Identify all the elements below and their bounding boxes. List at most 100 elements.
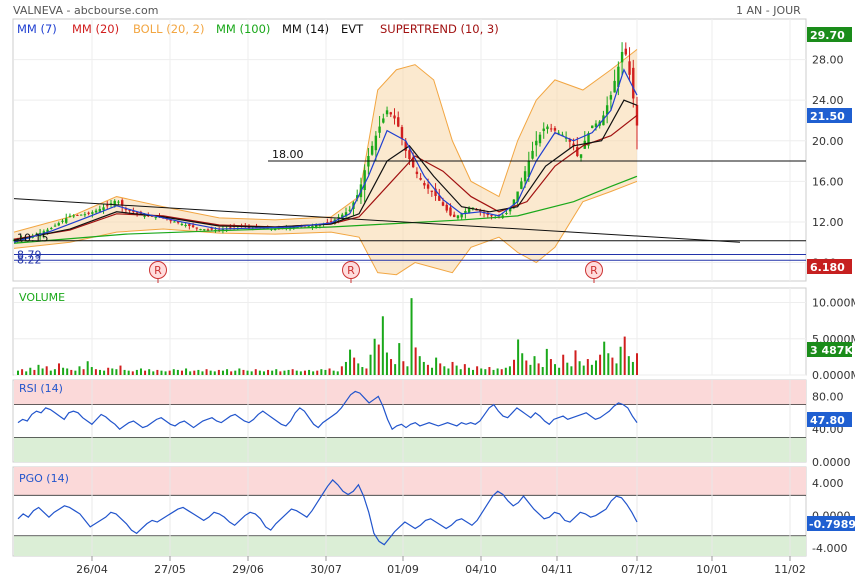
volume-bar — [513, 359, 516, 375]
candle-body — [370, 145, 374, 155]
candle-body — [557, 132, 560, 134]
x-tick-label: 10/01 — [696, 563, 728, 576]
volume-bar — [250, 371, 253, 375]
last-price-badge: 29.70 — [807, 27, 852, 42]
pgo-y-axis: 4.0000.0000-4.000-0.7989 — [807, 477, 855, 555]
candle-body — [441, 202, 445, 206]
volume-bar — [488, 367, 491, 375]
volume-bar — [217, 369, 220, 375]
trendline — [13, 198, 741, 243]
volume-bar — [267, 369, 270, 375]
volume-bar — [607, 353, 610, 375]
candle-body — [479, 210, 482, 212]
price-badges: 29.70 21.50 6.180 — [807, 27, 852, 274]
volume-badge-bg — [807, 342, 852, 357]
candle-body — [467, 208, 471, 214]
candle-body — [83, 214, 87, 216]
candle-body — [535, 140, 538, 146]
volume-bar — [492, 369, 495, 375]
volume-bar — [324, 369, 327, 375]
volume-bar — [480, 368, 483, 375]
candle-body — [61, 220, 64, 222]
candle-body — [296, 226, 299, 228]
candle-body — [385, 110, 389, 115]
volume-bar — [33, 369, 36, 375]
price-legend: MM (7) MM (20) BOLL (20, 2) MM (100) MM (14)… — [17, 22, 499, 36]
candle-body — [602, 115, 605, 126]
level-label: 8.79 — [17, 249, 42, 262]
volume-bar — [385, 352, 388, 375]
candle-body — [50, 228, 53, 230]
volume-bar — [377, 344, 380, 375]
r-marker-label: R — [590, 264, 598, 277]
candle-body — [508, 207, 512, 212]
volume-bar — [152, 371, 155, 375]
volume-bar — [53, 369, 56, 375]
volume-bar — [258, 370, 261, 375]
volume-bar — [246, 370, 249, 375]
volume-bar — [238, 368, 241, 375]
volume-tick-label: 0.0000M — [812, 369, 855, 382]
candle-body — [273, 229, 277, 231]
candle-body — [438, 195, 441, 201]
candle-body — [434, 188, 437, 196]
volume-bar — [148, 369, 151, 375]
volume-bar — [205, 369, 208, 375]
candle-body — [169, 220, 172, 222]
volume-bar — [254, 369, 257, 375]
volume-bar — [189, 371, 192, 375]
last-price-badge-text: 29.70 — [810, 29, 845, 42]
rsi-polyline — [17, 390, 638, 431]
volume-bar — [599, 354, 602, 375]
volume-bar — [500, 369, 503, 375]
candle-body — [542, 128, 545, 132]
volume-bar — [636, 353, 638, 375]
rsi-badge-text: 47.80 — [810, 414, 845, 427]
volume-bar — [406, 366, 409, 375]
volume-bar — [185, 368, 188, 375]
volume-bar — [193, 370, 196, 375]
candle-body — [191, 225, 195, 228]
candle-body — [109, 203, 113, 205]
volume-bar — [78, 366, 81, 375]
volume-bar — [525, 360, 528, 375]
candle-body — [520, 181, 523, 189]
pgo-badge: -0.7989 — [807, 516, 855, 531]
candle-body — [419, 178, 422, 180]
candle-body — [203, 229, 206, 231]
candle-body — [135, 212, 139, 214]
candle-body — [68, 215, 72, 217]
candle-body — [247, 226, 251, 228]
candle-body — [113, 200, 116, 206]
volume-bar — [357, 363, 360, 375]
volume-bar — [271, 370, 274, 375]
low-badge-bg — [807, 259, 852, 274]
candle-body — [628, 61, 631, 75]
candle-body — [445, 204, 448, 211]
candle-body — [576, 147, 579, 156]
candle-body — [635, 104, 639, 126]
volume-bar — [541, 367, 544, 375]
candle-body — [79, 214, 83, 216]
volume-bar — [90, 367, 93, 375]
rsi-badge: 47.80 — [807, 412, 852, 427]
candle-body — [512, 199, 516, 206]
candle-body — [57, 223, 60, 226]
volume-bar — [328, 368, 331, 375]
volume-bar — [398, 343, 401, 375]
volume-bar — [49, 370, 52, 375]
candle-body — [456, 215, 460, 219]
volume-bar — [566, 362, 569, 375]
volume-bar — [611, 357, 614, 375]
candle-body — [199, 229, 202, 231]
candle-body — [572, 143, 575, 146]
volume-bar — [336, 371, 339, 375]
candle-body — [173, 221, 176, 223]
candle-body — [430, 190, 434, 192]
volume-bar — [201, 371, 204, 375]
volume-bar — [230, 371, 233, 375]
volume-bar — [25, 371, 28, 375]
x-tick-label: 27/05 — [154, 563, 186, 576]
ma100-line — [13, 175, 638, 244]
